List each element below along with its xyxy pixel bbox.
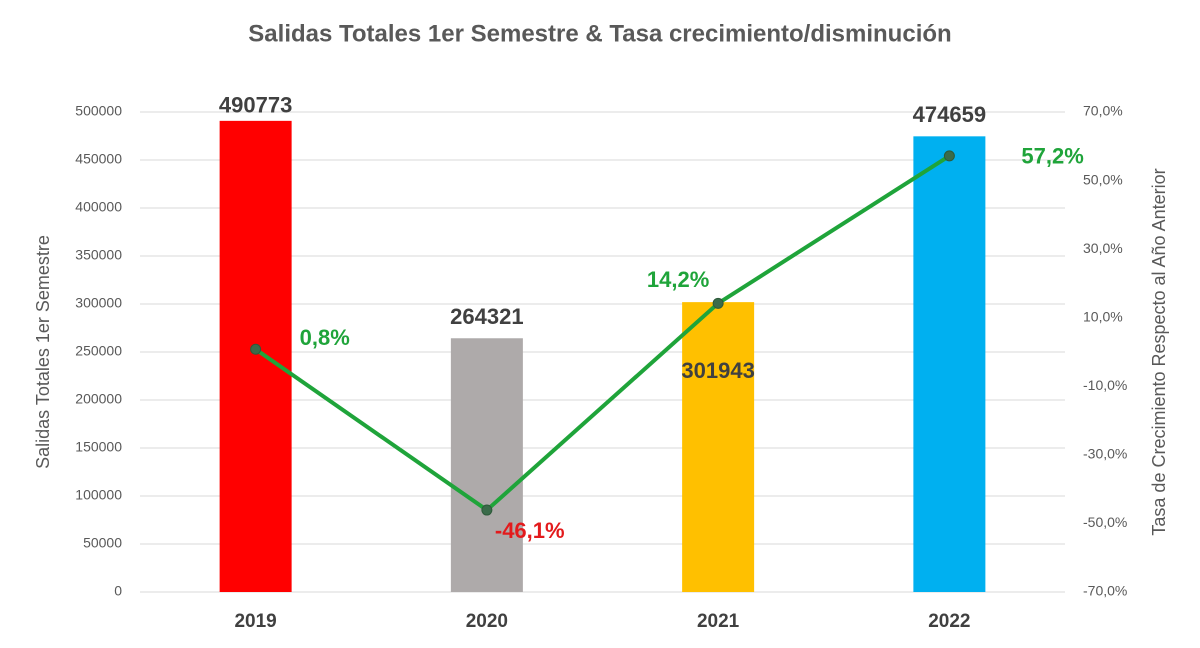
line-point bbox=[712, 297, 724, 309]
y-tick-label: 50000 bbox=[83, 535, 122, 551]
bar bbox=[450, 338, 523, 592]
y-tick-label: 450000 bbox=[75, 151, 122, 167]
x-tick-label: 2020 bbox=[466, 611, 508, 632]
y-tick-label: 100000 bbox=[75, 487, 122, 503]
y-tick-label: 0 bbox=[114, 583, 122, 599]
chart-title: Salidas Totales 1er Semestre & Tasa crec… bbox=[248, 20, 951, 47]
line-point bbox=[943, 150, 955, 162]
y-tick-label: 350000 bbox=[75, 247, 122, 263]
y2-tick-label: -30,0% bbox=[1083, 446, 1127, 462]
y-axis-label: Salidas Totales 1er Semestre bbox=[33, 235, 53, 469]
bar bbox=[913, 136, 986, 592]
bar bbox=[682, 302, 755, 592]
y2-tick-label: 50,0% bbox=[1083, 171, 1123, 187]
line-value-label: 0,8% bbox=[300, 325, 350, 350]
y-tick-label: 250000 bbox=[75, 343, 122, 359]
y2-tick-label: -10,0% bbox=[1083, 377, 1127, 393]
y2-tick-label: 70,0% bbox=[1083, 103, 1123, 119]
bar-value-label: 301943 bbox=[681, 358, 754, 383]
y-tick-label: 300000 bbox=[75, 295, 122, 311]
y-tick-label: 500000 bbox=[75, 103, 122, 119]
line-value-label: 57,2% bbox=[1021, 144, 1083, 169]
bar-value-label: 264321 bbox=[450, 304, 523, 329]
y-tick-label: 150000 bbox=[75, 439, 122, 455]
bar-value-label: 474659 bbox=[913, 102, 986, 127]
y-tick-label: 400000 bbox=[75, 199, 122, 215]
y2-tick-label: -50,0% bbox=[1083, 514, 1127, 530]
y2-tick-label: -70,0% bbox=[1083, 583, 1127, 599]
line-point bbox=[481, 504, 493, 516]
line-value-label: 14,2% bbox=[647, 267, 709, 292]
bar-value-label: 490773 bbox=[219, 93, 292, 118]
bar bbox=[219, 120, 292, 593]
line-point bbox=[250, 343, 262, 355]
y2-tick-label: 10,0% bbox=[1083, 308, 1123, 324]
y-tick-label: 200000 bbox=[75, 391, 122, 407]
y2-axis-label: Tasa de Crecimiento Respecto al Año Ante… bbox=[1149, 168, 1169, 535]
x-tick-label: 2019 bbox=[234, 611, 276, 632]
line-value-label: -46,1% bbox=[495, 518, 565, 543]
line bbox=[254, 154, 951, 513]
x-tick-label: 2022 bbox=[928, 611, 970, 632]
x-tick-label: 2021 bbox=[697, 611, 740, 632]
y2-tick-label: 30,0% bbox=[1083, 240, 1123, 256]
